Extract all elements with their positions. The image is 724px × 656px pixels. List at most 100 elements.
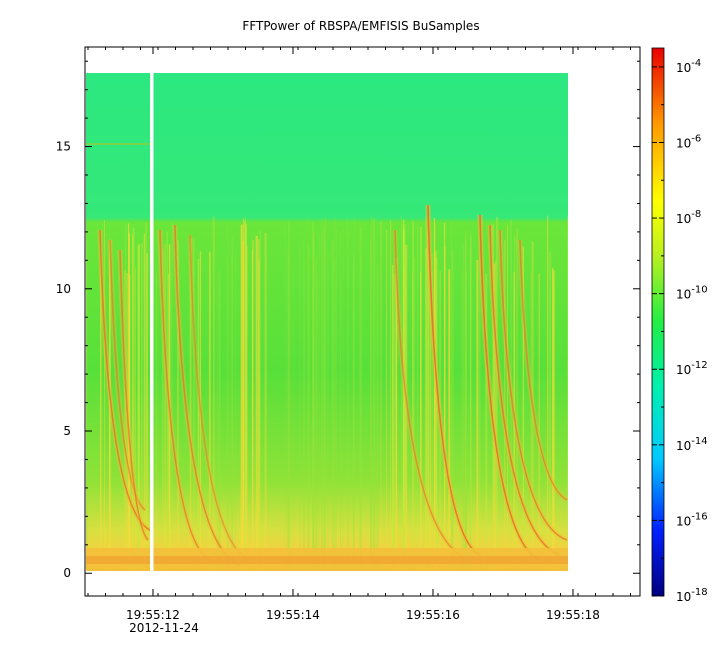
colorbar-tick-label: 10-10 <box>676 285 708 302</box>
noise-streak <box>485 274 488 571</box>
noise-streak <box>370 234 372 571</box>
noise-streak <box>434 250 437 571</box>
noise-streak <box>494 260 497 571</box>
noise-streak <box>412 270 414 571</box>
noise-streak <box>393 273 396 571</box>
noise-streak <box>315 258 317 571</box>
noise-streak <box>353 254 355 571</box>
noise-streak <box>258 259 260 571</box>
x-tick-label: 19:55:14 <box>266 608 320 622</box>
noise-streak <box>470 235 472 571</box>
noise-streak <box>134 267 136 571</box>
noise-streak <box>461 270 463 571</box>
chart-title: FFTPower of RBSPA/EMFISIS BuSamples <box>242 19 479 33</box>
noise-streak <box>547 215 549 571</box>
noise-streak <box>193 238 195 571</box>
noise-streak <box>226 224 228 571</box>
noise-streak <box>145 222 147 571</box>
noise-streak <box>538 273 540 571</box>
noise-streak <box>492 223 494 571</box>
noise-streak <box>168 274 170 571</box>
chorus-trace-core <box>489 224 561 556</box>
noise-streak <box>428 255 430 571</box>
noise-streak <box>450 219 453 571</box>
noise-streak <box>516 228 518 571</box>
chorus-trace-core <box>427 204 481 556</box>
x-axis: 19:55:12 19:55:14 19:55:16 19:55:18 <box>87 47 631 622</box>
noise-streak <box>451 250 454 571</box>
noise-streak <box>177 240 179 571</box>
data-gap <box>150 73 154 571</box>
noise-streak <box>420 272 422 571</box>
noise-streak <box>464 231 467 571</box>
noise-streak <box>396 271 397 571</box>
noise-streak <box>324 216 326 571</box>
noise-streak <box>217 272 219 571</box>
noise-streak <box>228 262 230 571</box>
noise-streak <box>303 241 305 571</box>
noise-streak <box>552 268 554 571</box>
noise-streak <box>479 255 481 571</box>
noise-streak <box>100 251 102 571</box>
noise-streak <box>259 230 261 571</box>
noise-streak <box>243 218 244 571</box>
x-tick-label: 19:55:16 <box>406 608 460 622</box>
noise-streak <box>315 254 318 571</box>
noise-streak <box>235 251 236 571</box>
noise-streak <box>312 222 314 571</box>
noise-streak <box>386 229 388 571</box>
y-tick-label: 10 <box>56 282 71 296</box>
noise-streak <box>370 239 372 571</box>
noise-streak <box>321 218 323 571</box>
noise-streak <box>322 248 324 571</box>
noise-streak <box>146 253 148 571</box>
noise-streak <box>522 246 524 571</box>
noise-streak <box>299 245 301 571</box>
noise-streak <box>340 271 342 571</box>
y-tick-label: 15 <box>56 140 71 154</box>
noise-streak <box>245 216 246 571</box>
noise-streak <box>287 249 289 571</box>
noise-streak <box>370 215 372 571</box>
noise-streak <box>348 229 349 571</box>
noise-streak <box>284 220 286 571</box>
noise-streak <box>109 239 111 571</box>
noise-streak <box>376 265 379 571</box>
noise-streak <box>496 216 498 571</box>
noise-streak <box>353 216 355 571</box>
noise-streak <box>316 273 319 571</box>
colorbar-tick-label: 10-6 <box>676 133 701 150</box>
chorus-trace-core <box>519 239 568 501</box>
noise-streak <box>389 220 392 571</box>
noise-streak <box>293 270 294 571</box>
noise-streak <box>245 245 248 571</box>
colorbar-ticks: 10-4 10-6 10-8 10-10 10-12 10-14 10-16 10-18 <box>652 58 708 604</box>
y-axis: 0 5 10 15 <box>56 60 640 580</box>
noise-streak <box>86 242 88 571</box>
noise-streak <box>404 267 406 571</box>
noise-streak <box>476 260 479 571</box>
noise-streak <box>244 221 246 571</box>
noise-streak <box>257 239 260 571</box>
noise-streak <box>469 249 472 571</box>
noise-streak <box>507 225 508 571</box>
noise-streak <box>164 244 166 571</box>
chorus-trace-core <box>109 239 146 511</box>
noise-streak <box>425 215 427 571</box>
x-date-label: 2012-11-24 <box>129 621 199 635</box>
noise-streak <box>530 272 532 571</box>
noise-streak <box>132 234 134 571</box>
noise-streak <box>402 229 405 571</box>
y-tick-label: 5 <box>63 424 71 438</box>
noise-streak <box>289 252 291 571</box>
colorbar-tick-label: 10-4 <box>676 58 701 75</box>
noise-streak <box>327 253 329 571</box>
noise-streak <box>514 235 516 571</box>
noise-streak <box>434 270 436 571</box>
noise-streak <box>312 232 315 571</box>
noise-streak <box>567 215 568 571</box>
noise-streak <box>240 224 243 571</box>
noise-streak <box>444 246 446 571</box>
noise-streak <box>352 269 354 571</box>
noise-streak <box>340 233 341 571</box>
